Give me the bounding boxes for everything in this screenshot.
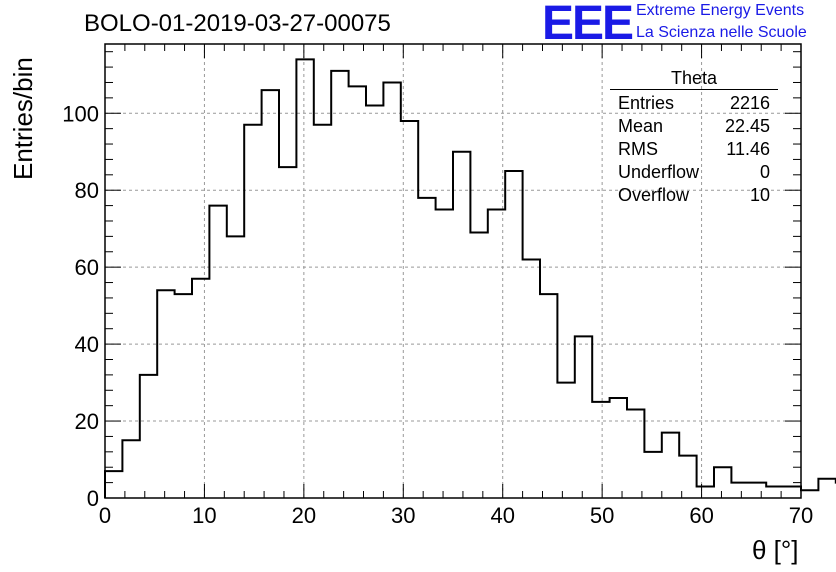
stats-label: Overflow bbox=[618, 185, 690, 205]
stats-value: 22.45 bbox=[724, 116, 770, 136]
stats-row-underflow: Underflow 0 bbox=[610, 161, 778, 184]
x-tick-label: 70 bbox=[789, 503, 813, 528]
stats-value: 10 bbox=[749, 185, 770, 205]
histogram-series bbox=[104, 58, 836, 498]
stats-row-entries: Entries 2216 bbox=[610, 92, 778, 115]
x-tick-label: 60 bbox=[689, 503, 713, 528]
y-tick-label: 0 bbox=[87, 486, 99, 511]
x-tick-label: 0 bbox=[99, 503, 111, 528]
stats-label: Underflow bbox=[618, 162, 700, 182]
stats-value: 2216 bbox=[729, 93, 770, 113]
stats-value: 0 bbox=[759, 162, 770, 182]
stats-label: RMS bbox=[618, 139, 658, 159]
logo-line-1: Extreme Energy Events bbox=[636, 2, 805, 19]
y-tick-label: 60 bbox=[75, 255, 99, 280]
stats-label: Entries bbox=[618, 93, 675, 113]
logo-line-2: La Scienza nelle Scuole bbox=[636, 24, 807, 41]
eee-logo: EEE bbox=[542, 0, 634, 50]
y-tick-label: 20 bbox=[75, 409, 99, 434]
stats-label: Mean bbox=[618, 116, 664, 136]
x-tick-label: 30 bbox=[391, 503, 415, 528]
y-tick-label: 40 bbox=[75, 332, 99, 357]
stats-box: Theta Entries 2216 Mean 22.45 RMS 11.46 … bbox=[610, 68, 778, 207]
plot-frame bbox=[104, 43, 802, 499]
x-tick-label: 40 bbox=[490, 503, 514, 528]
x-tick-label: 50 bbox=[590, 503, 614, 528]
x-tick-label: 10 bbox=[192, 503, 216, 528]
x-axis-label: θ [°] bbox=[752, 535, 799, 565]
chart-title: BOLO-01-2019-03-27-00075 bbox=[84, 10, 391, 37]
stats-row-overflow: Overflow 10 bbox=[610, 184, 778, 207]
stats-row-mean: Mean 22.45 bbox=[610, 115, 778, 138]
stats-value: 11.46 bbox=[726, 139, 770, 159]
y-tick-label: 100 bbox=[62, 101, 99, 126]
y-axis-label: Entries/bin bbox=[8, 57, 38, 180]
stats-title: Theta bbox=[610, 68, 778, 90]
x-tick-label: 20 bbox=[292, 503, 316, 528]
stats-row-rms: RMS 11.46 bbox=[610, 138, 778, 161]
y-tick-label: 80 bbox=[75, 178, 99, 203]
